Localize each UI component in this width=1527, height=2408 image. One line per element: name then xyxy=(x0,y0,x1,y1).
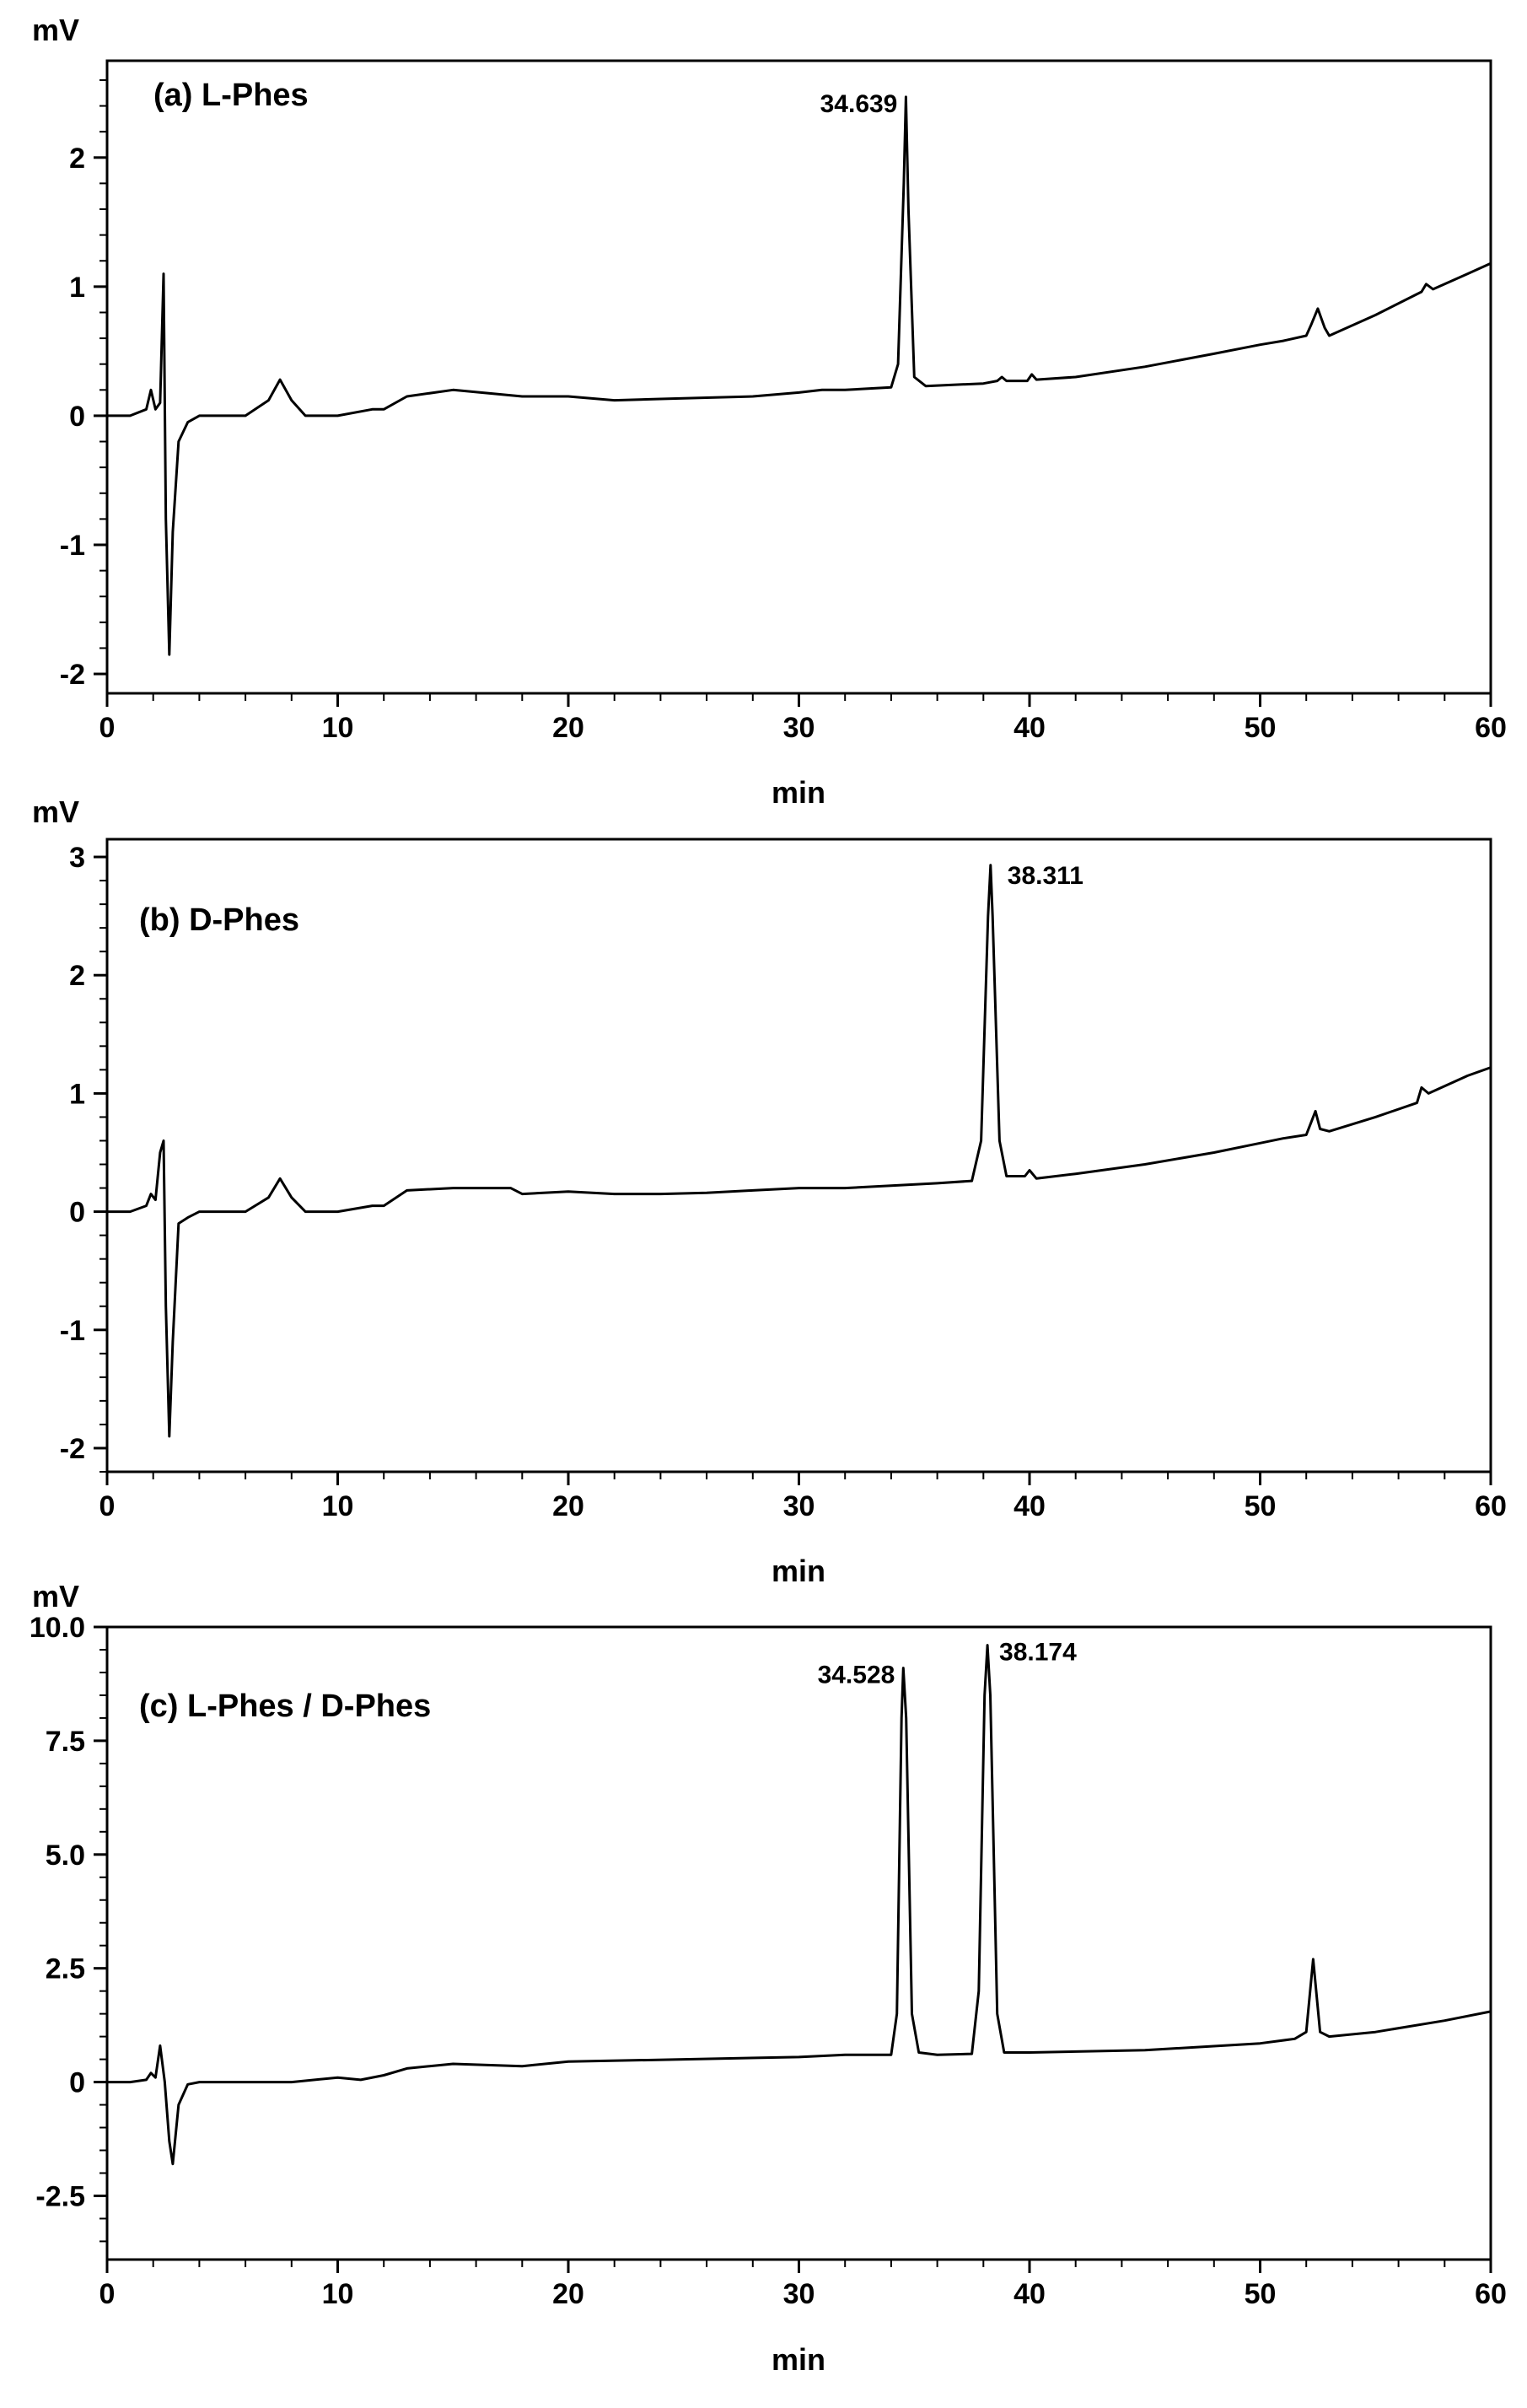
panel-b-x-tick-label: 40 xyxy=(1014,1490,1046,1522)
panel-a-frame xyxy=(105,59,1492,695)
panel-a-x-tick-label: 20 xyxy=(552,712,584,744)
panel-b-y-tick-label: 1 xyxy=(69,1078,85,1110)
panel-c-axes: 0 10 20 30 40 50 60 -2.5 0 2.5 5.0 7.5 10.0 xyxy=(30,1612,1507,2310)
panel-a-axes: 0 10 20 30 40 50 60 -2 -1 0 1 2 xyxy=(60,78,1507,744)
panel-a-x-label: min xyxy=(772,775,825,810)
panel-b-frame xyxy=(105,838,1492,1473)
panel-b-y-tick-label: -1 xyxy=(60,1315,85,1347)
panel-a-peak-labels: 34.639 xyxy=(820,90,898,118)
panel-b-x-tick-label: 60 xyxy=(1475,1490,1507,1522)
panel-c-peak-label: 34.528 xyxy=(818,1662,895,1689)
panel-b-peak-labels: 38.311 xyxy=(1008,862,1083,890)
panel-c-peak-labels: 34.528 38.174 xyxy=(818,1639,1078,1689)
panel-a-x-tick-label: 40 xyxy=(1014,712,1046,744)
panel-b-x-tick-label: 50 xyxy=(1245,1490,1277,1522)
panel-a-y-tick-label: 1 xyxy=(69,272,85,304)
panel-c-title: (c) L-Phes / D-Phes xyxy=(139,1689,431,1724)
panel-c-x-tick-label: 10 xyxy=(322,2278,354,2310)
panel-a-y-tick-label: -2 xyxy=(60,659,85,691)
panel-a-y-tick-label: -1 xyxy=(60,530,85,562)
panel-c-y-unit: mV xyxy=(32,1579,79,1613)
panel-a-x-tick-label: 10 xyxy=(322,712,354,744)
panel-c-x-tick-label: 20 xyxy=(552,2278,584,2310)
panel-b-title: (b) D-Phes xyxy=(139,902,299,938)
panel-a-y-tick-label: 2 xyxy=(69,143,85,175)
panel-b-y-tick-label: 3 xyxy=(69,842,85,874)
panel-b: mV (b) D-Phes min 0 10 20 30 40 50 60-2-10123 … xyxy=(32,795,1507,1588)
panel-c-y-tick-label: 2.5 xyxy=(46,1953,85,1985)
panel-b-y-unit: mV xyxy=(32,795,79,829)
panel-c-x-tick-label: 30 xyxy=(783,2278,815,2310)
panel-b-x-tick-label: 20 xyxy=(552,1490,584,1522)
panel-c-y-tick-label: 0 xyxy=(69,2067,85,2099)
panel-a-title: (a) L-Phes xyxy=(153,78,309,113)
panel-c-x-tick-label: 60 xyxy=(1475,2278,1507,2310)
panel-b-axes: 0 10 20 30 40 50 60 -2 -1 0 1 2 3 xyxy=(60,842,1507,1522)
panel-a-y-tick-label: 0 xyxy=(69,401,85,433)
panel-b-y-tick-label: -2 xyxy=(60,1433,85,1465)
panel-c-x-tick-label: 40 xyxy=(1014,2278,1046,2310)
panel-b-x-tick-label: 30 xyxy=(783,1490,815,1522)
panel-a-trace xyxy=(107,95,1492,656)
panel-b-x-label: min xyxy=(772,1554,825,1588)
panel-c: mV (c) L-Phes / D-Phes min 0 10 20 30 40 50 60… xyxy=(30,1579,1507,2377)
panel-b-peak-label: 38.311 xyxy=(1008,862,1083,890)
panel-b-y-tick-label: 0 xyxy=(69,1197,85,1229)
panel-c-y-tick-label: -2.5 xyxy=(35,2180,85,2212)
panel-c-x-tick-label: 50 xyxy=(1245,2278,1277,2310)
panel-a: mV (a) L-Phes min 0 10 20 30 40 50 60 -2 -1 0 1 2 3… xyxy=(32,13,1507,810)
panel-b-y-tick-label: 2 xyxy=(69,960,85,992)
panel-c-x-tick-label: 0 xyxy=(99,2278,116,2310)
panel-a-y-unit: mV xyxy=(32,13,79,47)
panel-a-x-tick-label: 50 xyxy=(1245,712,1277,744)
panel-c-y-tick-label: 5.0 xyxy=(46,1840,85,1872)
panel-a-x-tick-label: 30 xyxy=(783,712,815,744)
panel-a-x-tick-label: 60 xyxy=(1475,712,1507,744)
panel-b-x-tick-label: 0 xyxy=(99,1490,116,1522)
panel-b-x-tick-label: 10 xyxy=(322,1490,354,1522)
panel-c-x-label: min xyxy=(772,2342,825,2377)
panel-b-trace xyxy=(107,864,1492,1438)
panel-c-trace xyxy=(107,1644,1492,2166)
panel-c-peak-label: 38.174 xyxy=(999,1639,1077,1667)
panel-a-peak-label: 34.639 xyxy=(820,90,898,118)
panel-c-y-tick-label: 7.5 xyxy=(46,1726,85,1758)
panel-a-x-tick-label: 0 xyxy=(99,712,116,744)
panel-c-y-tick-label: 10.0 xyxy=(30,1612,85,1644)
